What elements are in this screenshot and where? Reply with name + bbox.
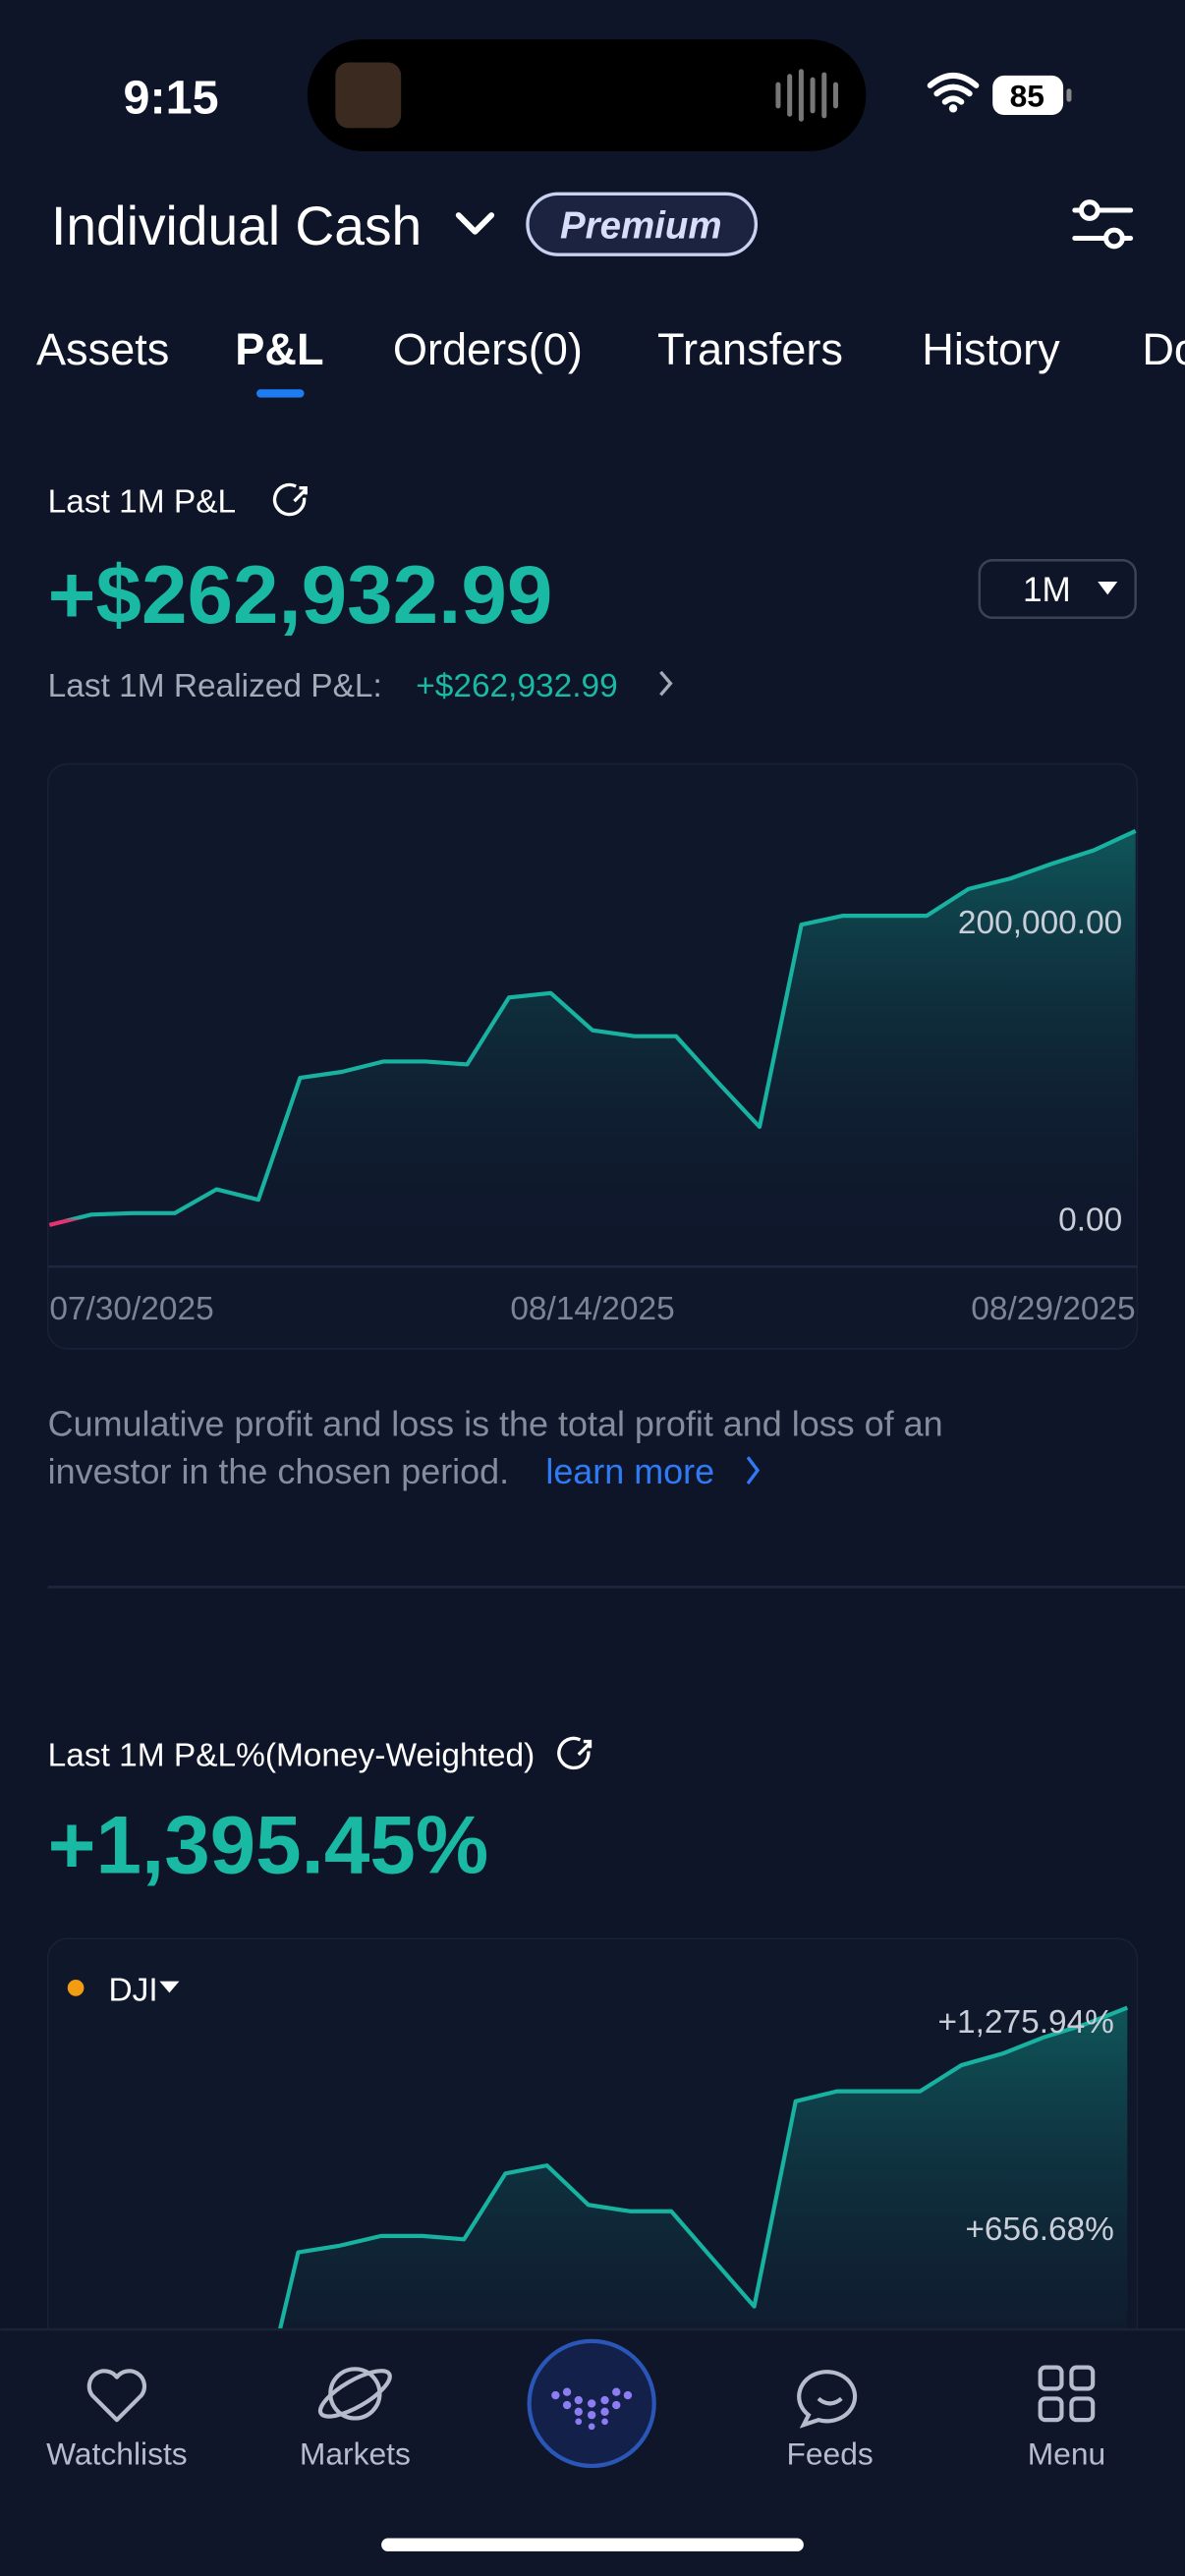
- center-logo: [551, 2387, 633, 2431]
- battery-level: 85: [1010, 79, 1044, 114]
- dropdown-arrow: [1098, 581, 1118, 595]
- album-art: [335, 62, 402, 129]
- account-chevron[interactable]: [455, 212, 495, 235]
- tab[interactable]: Transfers: [657, 324, 843, 374]
- legend-dot: [67, 1979, 85, 1996]
- pnl-value: +$262,932.99: [48, 548, 553, 641]
- nav-label[interactable]: Watchlists: [46, 2436, 188, 2471]
- note-line: Cumulative profit and loss is the total …: [48, 1403, 943, 1443]
- tab-active[interactable]: P&L: [235, 324, 323, 374]
- tab[interactable]: Assets: [36, 324, 169, 374]
- nav-label[interactable]: Feeds: [786, 2436, 873, 2471]
- y-tick-label: 0.00: [1058, 1203, 1122, 1239]
- account-title[interactable]: Individual Cash: [51, 196, 422, 256]
- link-chevron[interactable]: [746, 1456, 761, 1484]
- area: [49, 830, 1136, 1267]
- y-tick-label: +1,275.94%: [937, 2004, 1113, 2041]
- markets-icon[interactable]: [314, 2363, 396, 2425]
- watchlists-icon[interactable]: [86, 2369, 147, 2423]
- period-text: 1M: [1023, 571, 1071, 609]
- time: 9:15: [124, 71, 219, 124]
- realized-chevron[interactable]: [659, 670, 673, 697]
- x-tick-label: 08/14/2025: [510, 1291, 674, 1327]
- learn-more-link[interactable]: learn more: [545, 1451, 714, 1491]
- realized-label: Last 1M Realized P&L:: [48, 668, 382, 704]
- pnl-percent-value: +1,395.45%: [48, 1798, 489, 1890]
- y-tick-label: +656.68%: [965, 2212, 1114, 2248]
- period-dropdown[interactable]: [978, 558, 1137, 619]
- realized-value[interactable]: +$262,932.99: [416, 668, 617, 704]
- battery: [992, 75, 1064, 116]
- share-icon[interactable]: [557, 1736, 592, 1770]
- y-tick-label: 200,000.00: [958, 905, 1122, 941]
- dynamic-island: [307, 39, 867, 151]
- wifi-dot: [948, 104, 958, 113]
- nav-label[interactable]: Menu: [1028, 2436, 1105, 2471]
- filter-icon[interactable]: [1072, 199, 1134, 250]
- share-icon[interactable]: [272, 482, 308, 517]
- x-tick-label: 08/29/2025: [971, 1291, 1135, 1327]
- note-line: investor in the chosen period.: [48, 1451, 509, 1491]
- premium-text: Premium: [560, 204, 722, 247]
- home-indicator: [381, 2538, 804, 2551]
- line: [48, 828, 1137, 1227]
- tab[interactable]: Do: [1142, 324, 1185, 374]
- audio-wave: [775, 69, 838, 122]
- legend-arrow: [159, 1981, 180, 1993]
- battery-tip: [1066, 88, 1072, 102]
- menu-icon[interactable]: [1038, 2365, 1096, 2423]
- premium-badge[interactable]: [526, 192, 759, 256]
- pnl-percent-label: Last 1M P&L%(Money-Weighted): [48, 1738, 536, 1774]
- tab-indicator: [256, 389, 305, 398]
- tab[interactable]: Orders(0): [393, 324, 583, 374]
- x-tick-label: 07/30/2025: [49, 1291, 213, 1327]
- legend-label: DJI: [109, 1973, 158, 2009]
- pnl-chart: 200,000.00 0.00 07/30/2025 08/14/2025 08/29/…: [48, 828, 1137, 1327]
- tab[interactable]: History: [922, 324, 1060, 374]
- pnl-label: Last 1M P&L: [48, 484, 236, 521]
- nav-label[interactable]: Markets: [300, 2436, 411, 2471]
- wifi-icon: [927, 73, 980, 105]
- feeds-icon[interactable]: [797, 2370, 858, 2429]
